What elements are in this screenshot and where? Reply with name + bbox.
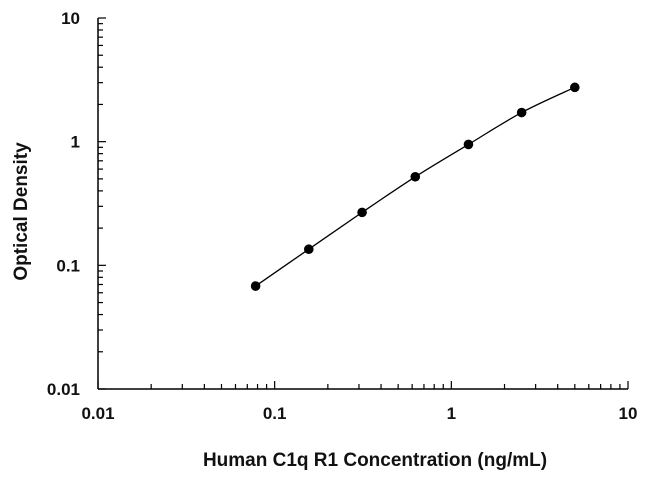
data-points bbox=[250, 82, 580, 291]
x-tick-label: 1 bbox=[447, 404, 456, 423]
data-point bbox=[463, 139, 474, 150]
axes bbox=[97, 18, 628, 390]
x-tick-label: 0.01 bbox=[81, 404, 114, 423]
fit-line bbox=[255, 86, 576, 287]
data-point bbox=[303, 244, 314, 255]
x-tick-labels: 0.01 0.1 1 10 bbox=[81, 404, 637, 423]
data-point bbox=[357, 207, 367, 218]
y-ticks bbox=[98, 17, 106, 390]
x-ticks bbox=[97, 381, 629, 389]
data-point bbox=[516, 107, 527, 118]
data-point bbox=[410, 171, 421, 182]
y-tick-label: 0.01 bbox=[47, 380, 80, 399]
y-tick-labels: 0.01 0.1 1 10 bbox=[47, 9, 80, 399]
data-point bbox=[250, 281, 261, 291]
y-axis-title: Optical Density bbox=[11, 142, 32, 281]
y-tick-label: 1 bbox=[71, 133, 80, 152]
x-axis-title: Human C1q R1 Concentration (ng/mL) bbox=[203, 450, 547, 471]
x-tick-label: 0.1 bbox=[263, 404, 287, 423]
y-tick-label: 10 bbox=[61, 9, 80, 28]
y-tick-label: 0.1 bbox=[56, 256, 80, 275]
data-point bbox=[570, 82, 580, 93]
x-tick-label: 10 bbox=[619, 404, 638, 423]
